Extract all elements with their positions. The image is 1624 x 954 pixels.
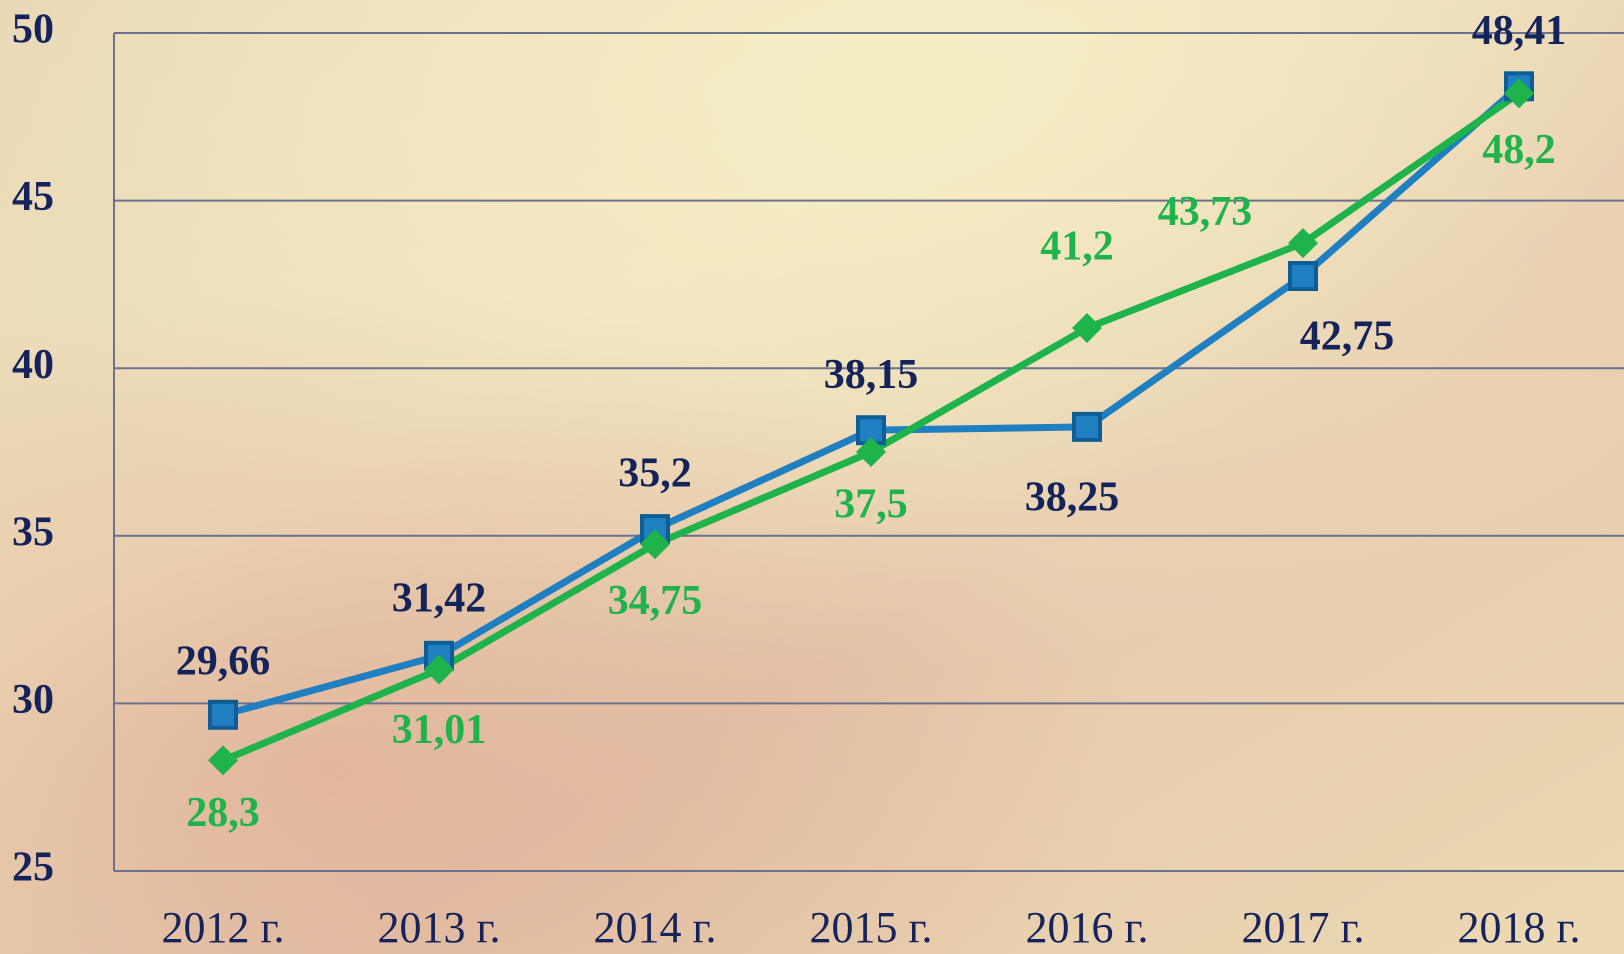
x-tick-label: 2012 г. [161, 903, 284, 952]
data-label: 31,42 [392, 575, 487, 621]
x-tick-label: 2016 г. [1025, 903, 1148, 952]
data-label: 34,75 [608, 578, 703, 624]
x-tick-label: 2014 г. [593, 903, 716, 952]
y-tick-label: 50 [12, 7, 54, 53]
data-label: 48,2 [1482, 127, 1556, 173]
data-label: 43,73 [1158, 189, 1253, 235]
data-label: 31,01 [392, 707, 487, 753]
x-tick-label: 2018 г. [1457, 903, 1580, 952]
data-label: 42,75 [1300, 314, 1395, 360]
y-tick-label: 45 [12, 174, 54, 220]
marker [208, 745, 238, 776]
data-label: 41,2 [1040, 224, 1114, 270]
y-tick-label: 30 [12, 677, 54, 723]
marker [1072, 411, 1102, 442]
y-tick-label: 25 [12, 845, 54, 891]
marker [640, 529, 670, 560]
data-label: 37,5 [834, 482, 908, 528]
marker [424, 654, 454, 685]
x-tick-label: 2017 г. [1241, 903, 1364, 952]
data-label: 38,15 [824, 352, 919, 398]
y-tick-label: 35 [12, 509, 54, 555]
y-tick-label: 40 [12, 342, 54, 388]
marker [1072, 312, 1102, 343]
x-tick-label: 2015 г. [809, 903, 932, 952]
marker [208, 699, 238, 730]
data-label: 29,66 [176, 638, 271, 684]
marker [1504, 78, 1534, 109]
data-label: 38,25 [1025, 475, 1120, 521]
marker [1288, 261, 1318, 292]
marker [1288, 228, 1318, 259]
marker [856, 437, 886, 467]
data-label: 48,41 [1472, 8, 1567, 54]
data-label: 35,2 [618, 451, 692, 497]
data-label: 28,3 [186, 790, 260, 836]
x-tick-label: 2013 г. [377, 903, 500, 952]
